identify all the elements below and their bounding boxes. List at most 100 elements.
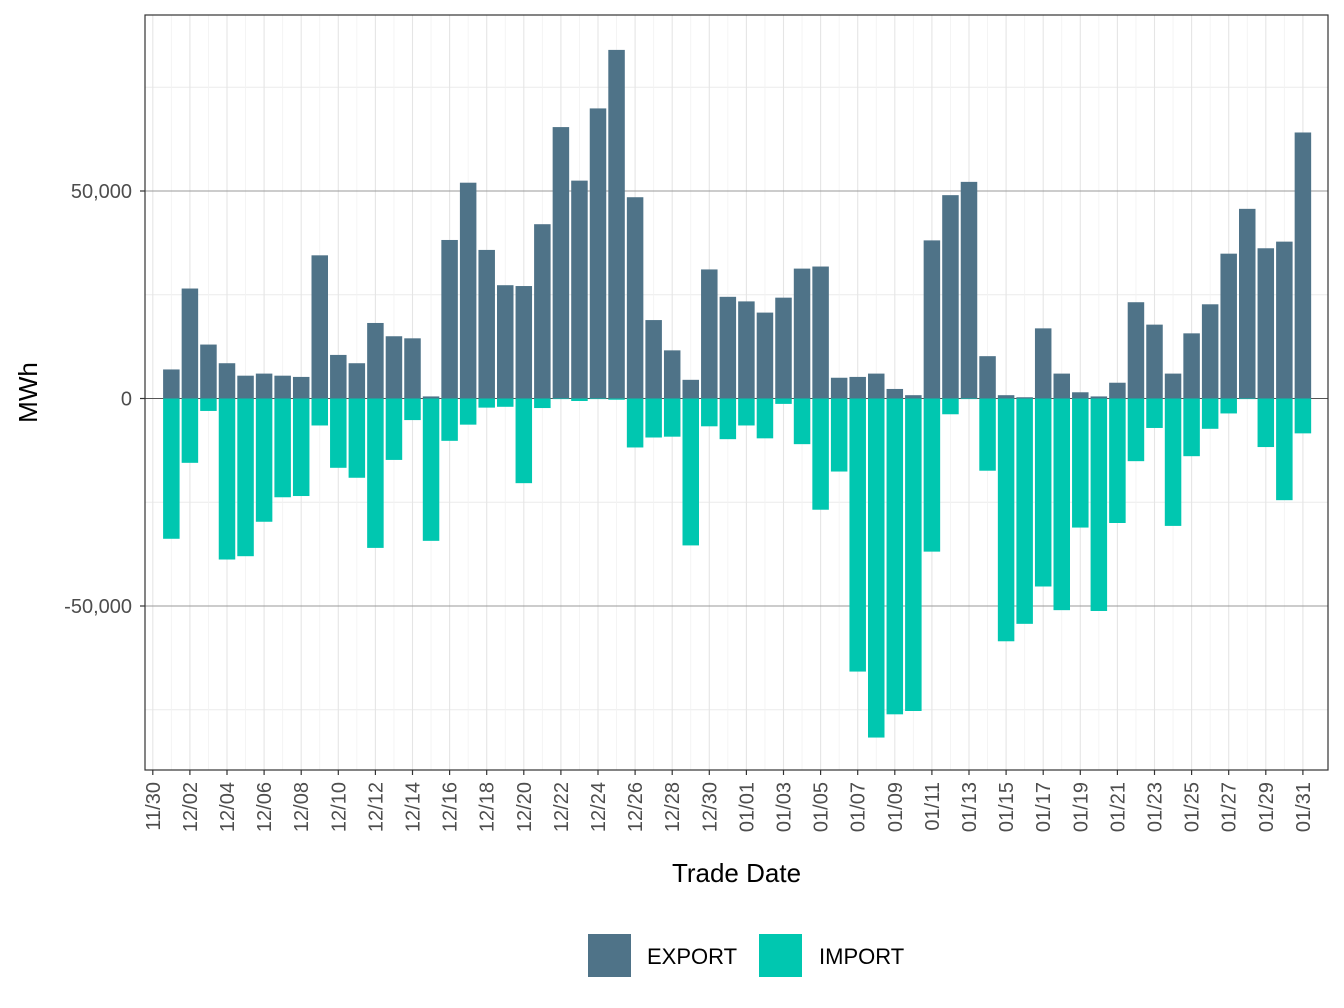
x-tick-label: 01/03: [774, 782, 796, 832]
bar-import: [552, 398, 570, 400]
bar-import: [1109, 398, 1126, 523]
bar-import: [330, 398, 347, 468]
bar-export: [422, 396, 440, 399]
bar-import: [1053, 398, 1070, 611]
bar-export: [311, 255, 328, 399]
bar-export: [1239, 208, 1256, 399]
bar-import: [311, 398, 328, 426]
bar-import: [923, 398, 941, 552]
bar-export: [181, 288, 199, 399]
x-tick-label: 01/31: [1293, 782, 1315, 832]
bar-import: [1276, 398, 1293, 501]
bar-export: [1164, 373, 1182, 399]
legend-label-import: IMPORT: [819, 944, 904, 969]
bar-export: [1220, 253, 1237, 399]
legend-label-export: EXPORT: [647, 944, 737, 969]
x-tick-label: 01/25: [1182, 782, 1204, 832]
bar-import: [868, 398, 885, 738]
x-tick-label: 12/10: [328, 782, 350, 832]
bar-import: [478, 398, 495, 408]
bar-import: [571, 398, 588, 401]
bar-import: [682, 398, 699, 546]
bar-import: [181, 398, 199, 463]
x-tick-label: 12/16: [440, 782, 462, 832]
bar-export: [738, 301, 755, 399]
bar-export: [163, 369, 180, 399]
bar-export: [459, 182, 477, 399]
bar-import: [1294, 398, 1312, 434]
x-tick-label: 12/26: [625, 782, 647, 832]
bar-import: [1127, 398, 1145, 462]
x-tick-label: 12/08: [291, 782, 313, 832]
bar-export: [663, 350, 681, 399]
bar-import: [1034, 398, 1052, 587]
x-tick-label: 12/24: [588, 782, 610, 832]
x-tick-label: 01/23: [1145, 782, 1167, 832]
x-tick-label: 11/30: [143, 782, 165, 831]
bar-export: [905, 395, 922, 399]
bar-export: [1053, 373, 1070, 399]
legend: EXPORT IMPORT: [588, 934, 904, 977]
bar-export: [849, 376, 866, 399]
bar-export: [534, 224, 551, 399]
x-tick-label: 12/04: [217, 782, 239, 832]
bar-export: [441, 239, 458, 399]
legend-swatch-import: [759, 934, 802, 977]
bar-import: [738, 398, 755, 426]
x-tick-label: 01/29: [1256, 782, 1278, 832]
bar-export: [793, 268, 811, 399]
bar-import: [701, 398, 718, 427]
bar-import: [830, 398, 848, 472]
y-axis-title: MWh: [13, 362, 43, 423]
bar-import: [348, 398, 366, 478]
bar-export: [367, 322, 384, 399]
bar-export: [719, 296, 737, 399]
bar-export: [756, 312, 774, 399]
bar-export: [886, 388, 904, 399]
bar-import: [1257, 398, 1275, 448]
bar-import: [1146, 398, 1163, 428]
bar-export: [701, 269, 718, 399]
bar-export: [1127, 302, 1145, 399]
bar-import: [1220, 398, 1237, 414]
x-tick-label: 01/05: [811, 782, 833, 832]
bar-export: [645, 320, 662, 399]
bar-import: [534, 398, 551, 409]
x-axis: 11/30 12/02 12/04 12/06 12/08 12/10 12/12 12/14…: [143, 770, 1315, 832]
x-tick-label: 01/27: [1219, 782, 1241, 832]
y-tick-label: 0: [121, 389, 132, 411]
bar-export: [1276, 241, 1293, 399]
x-tick-label: 01/11: [922, 782, 944, 831]
bar-export: [830, 377, 848, 399]
bar-import: [218, 398, 236, 560]
bar-export: [200, 344, 217, 399]
bar-import: [645, 398, 662, 438]
bar-import: [497, 398, 514, 407]
bar-import: [1016, 398, 1033, 624]
bar-export: [385, 336, 403, 399]
bar-import: [422, 398, 440, 541]
bar-import: [608, 398, 625, 400]
bar-export: [589, 108, 607, 399]
bar-export: [218, 363, 236, 399]
bar-import: [1072, 398, 1089, 528]
bar-import: [200, 398, 217, 411]
bar-export: [626, 197, 644, 399]
bars: [163, 49, 1312, 738]
bar-import: [274, 398, 291, 498]
bar-export: [1257, 248, 1275, 399]
y-tick-label: -50,000: [64, 596, 132, 618]
x-tick-label: 01/17: [1033, 782, 1055, 832]
bar-export: [237, 375, 254, 399]
bar-export: [608, 49, 625, 399]
bar-import: [942, 398, 959, 415]
y-axis: -50,000 0 50,000: [64, 181, 145, 618]
bar-export: [1109, 382, 1126, 399]
bar-import: [775, 398, 792, 404]
x-tick-label: 01/15: [996, 782, 1018, 832]
bar-import: [663, 398, 681, 437]
bar-import: [385, 398, 403, 460]
bar-export: [997, 395, 1015, 399]
x-tick-label: 12/20: [514, 782, 536, 832]
